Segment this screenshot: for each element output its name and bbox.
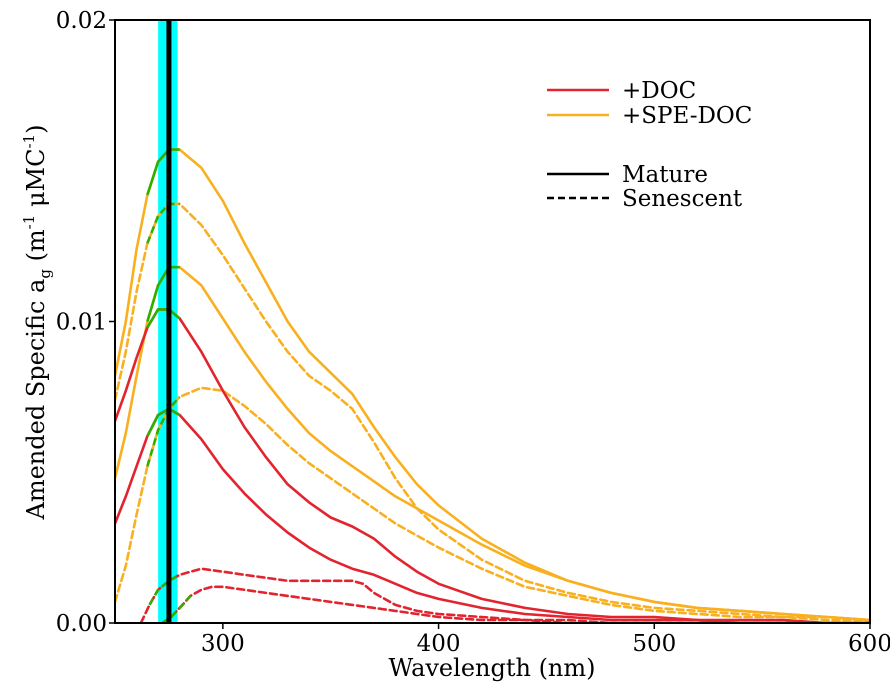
- y-tick-label: 0.02: [56, 8, 107, 34]
- series-layer: [115, 148, 870, 623]
- y-label-sub: g: [36, 269, 54, 279]
- y-label-open: (m: [22, 229, 50, 269]
- legend-label-spe-doc: +SPE-DOC: [622, 103, 752, 129]
- y-label-prefix: Amended Specific a: [22, 279, 50, 521]
- x-axis-ticks: 300 400 500 600: [201, 623, 890, 657]
- series-peak-highlight: [146, 396, 181, 467]
- x-axis-label: Wavelength (nm): [388, 654, 595, 682]
- series-line: [115, 407, 870, 623]
- y-axis-ticks: 0.00 0.01 0.02: [56, 8, 115, 637]
- series-peak-highlight: [146, 202, 180, 244]
- y-label-exp1: -1: [20, 215, 38, 230]
- series-peak-highlight: [146, 407, 181, 437]
- y-label-mid: μMC: [22, 149, 50, 215]
- series-line: [139, 567, 870, 623]
- x-tick-label: 500: [632, 631, 676, 657]
- legend-label-senescent: Senescent: [622, 186, 743, 212]
- series-peak-highlight: [146, 308, 181, 329]
- y-axis-label: Amended Specific ag (m-1 μMC-1): [20, 125, 54, 521]
- y-label-exp2: -1: [20, 134, 38, 149]
- legend-label-doc: +DOC: [622, 78, 696, 104]
- y-label-close: ): [22, 125, 50, 134]
- series-peak-highlight: [146, 265, 180, 322]
- series-line: [115, 202, 870, 622]
- series-line: [115, 308, 870, 623]
- x-tick-label: 300: [201, 631, 245, 657]
- x-tick-label: 600: [848, 631, 890, 657]
- plot-frame: [114, 19, 871, 624]
- legend: +DOC +SPE-DOC Mature Senescent: [547, 78, 752, 212]
- series-line: [161, 585, 870, 623]
- y-tick-label: 0.00: [56, 611, 107, 637]
- x-tick-label: 400: [417, 631, 461, 657]
- series-line: [115, 386, 870, 622]
- series-line: [115, 265, 870, 622]
- y-tick-label: 0.01: [56, 310, 107, 336]
- legend-label-mature: Mature: [622, 162, 708, 188]
- series-peak-highlight: [146, 148, 180, 196]
- series-peak-highlight: [148, 573, 181, 606]
